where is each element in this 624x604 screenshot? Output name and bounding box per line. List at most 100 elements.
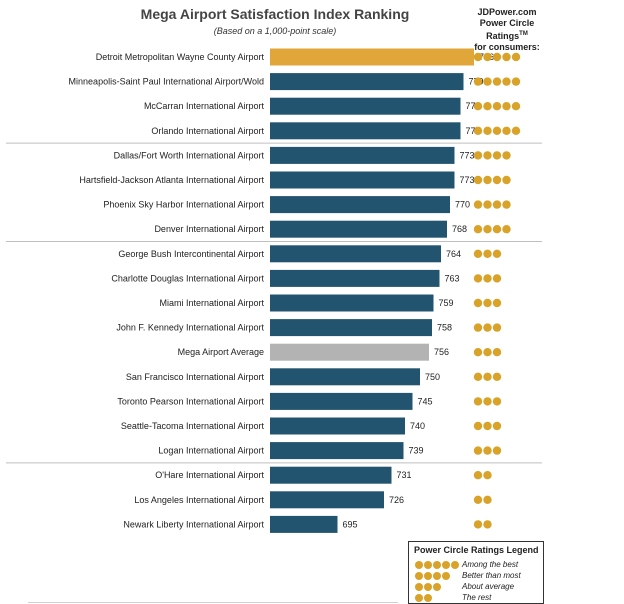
value-label: 750 [425, 372, 440, 382]
power-circle-icon [473, 175, 483, 185]
power-circle-icon [473, 225, 483, 234]
category-label: Denver International Airport [154, 224, 264, 234]
legend-item-label: About average [462, 582, 515, 591]
power-circle-icon [492, 298, 502, 308]
power-circle-icon [492, 446, 502, 455]
value-label: 764 [446, 249, 461, 259]
category-label: Los Angeles International Airport [134, 495, 264, 505]
power-circle-icon [511, 126, 521, 135]
legend-circle-icon [451, 561, 459, 569]
power-circle-icon [483, 175, 492, 185]
power-circle-icon [502, 52, 511, 62]
legend-circle-icon [415, 594, 423, 602]
chart-title: Mega Airport Satisfaction Index Ranking [140, 6, 410, 22]
power-circle-icon [502, 225, 511, 234]
power-circle-icon [473, 77, 483, 86]
bar [270, 417, 405, 435]
power-circle-icon [483, 274, 492, 283]
ratings-header-line3: for consumers: [474, 42, 540, 52]
value-label: 759 [439, 298, 454, 308]
power-circle-icon [483, 323, 492, 332]
bar [270, 319, 432, 337]
legend-item-label: Among the best [462, 560, 519, 569]
trademark-mark: TM [519, 31, 528, 37]
power-circle-icon [492, 52, 502, 62]
legend-item-label: The rest [462, 593, 492, 602]
legend-circles-icon [415, 594, 432, 602]
bar [270, 491, 384, 509]
bar [270, 122, 461, 140]
power-circle-icon [473, 274, 483, 283]
power-circle-icon [502, 102, 511, 111]
power-circle-icon [483, 52, 492, 62]
power-circle-icon [502, 200, 511, 209]
category-label: George Bush Intercontinental Airport [118, 249, 264, 259]
value-label: 773 [460, 175, 475, 185]
power-circle-icon [502, 151, 511, 160]
category-label: John F. Kennedy International Airport [116, 323, 264, 333]
category-label: Charlotte Douglas International Airport [111, 273, 264, 283]
legend-circle-icon [415, 572, 423, 580]
legend-item: Better than most [414, 571, 544, 582]
value-label: 758 [437, 323, 452, 333]
legend-item: Among the best [414, 560, 544, 571]
legend-circle-icon [433, 583, 441, 591]
ratings-header-line2-text: Power Circle Ratings [479, 18, 535, 41]
footer-divider [28, 602, 398, 603]
power-circle-icon [473, 520, 483, 529]
category-label: Seattle-Tacoma International Airport [121, 421, 265, 431]
category-label: O'Hare International Airport [155, 470, 264, 480]
bar [270, 196, 450, 214]
bar [270, 515, 338, 533]
value-label: 777 [466, 126, 481, 136]
power-circle-icon [483, 102, 492, 111]
power-circle-icon [483, 471, 492, 480]
legend-item-label: Better than most [462, 571, 521, 580]
value-label: 770 [455, 200, 470, 210]
bar [270, 146, 455, 164]
value-label: 768 [452, 224, 467, 234]
legend-circle-icon [424, 594, 432, 602]
power-circle-icon [483, 495, 492, 504]
value-label: 756 [434, 347, 449, 357]
bar [270, 97, 461, 115]
power-circle-icon [473, 102, 483, 111]
power-circle-icon [473, 397, 483, 406]
bar [270, 466, 392, 484]
power-circle-icon [483, 421, 492, 431]
legend-circle-icon [415, 561, 423, 569]
category-label: Mega Airport Average [178, 347, 264, 357]
value-label: 695 [343, 519, 358, 529]
power-circle-icon [473, 151, 483, 160]
legend-circle-icon [415, 583, 423, 591]
legend-circle-icon [442, 572, 450, 580]
legend-circles-icon [415, 572, 450, 580]
value-label: 763 [445, 273, 460, 283]
power-circle-icon [492, 102, 502, 111]
power-circle-icon [473, 495, 483, 504]
category-label: Minneapolis-Saint Paul International Air… [69, 77, 264, 87]
power-circle-icon [473, 348, 483, 357]
power-circle-icon [473, 446, 483, 455]
power-circle-icon [473, 421, 483, 431]
power-circle-icon [492, 126, 502, 135]
power-circle-icon [473, 52, 483, 62]
power-circle-icon [473, 249, 483, 258]
power-circle-icon [483, 151, 492, 160]
power-circle-icon [511, 102, 521, 111]
value-label: 740 [410, 421, 425, 431]
power-circle-icon [492, 249, 502, 258]
power-circle-icon [492, 151, 502, 160]
power-circle-icon [502, 77, 511, 86]
legend-circle-icon [424, 561, 432, 569]
power-circle-icon [483, 348, 492, 357]
ratings-header-line1: JDPower.com [477, 7, 537, 17]
power-circle-icon [492, 323, 502, 332]
bar [270, 171, 455, 189]
power-circle-legend: Power Circle Ratings Legend Among the be… [408, 541, 544, 604]
power-circle-icon [483, 77, 492, 86]
power-circle-icon [483, 249, 492, 258]
power-circle-icon [492, 225, 502, 234]
power-circle-icon [492, 397, 502, 406]
power-circle-icon [483, 298, 492, 308]
